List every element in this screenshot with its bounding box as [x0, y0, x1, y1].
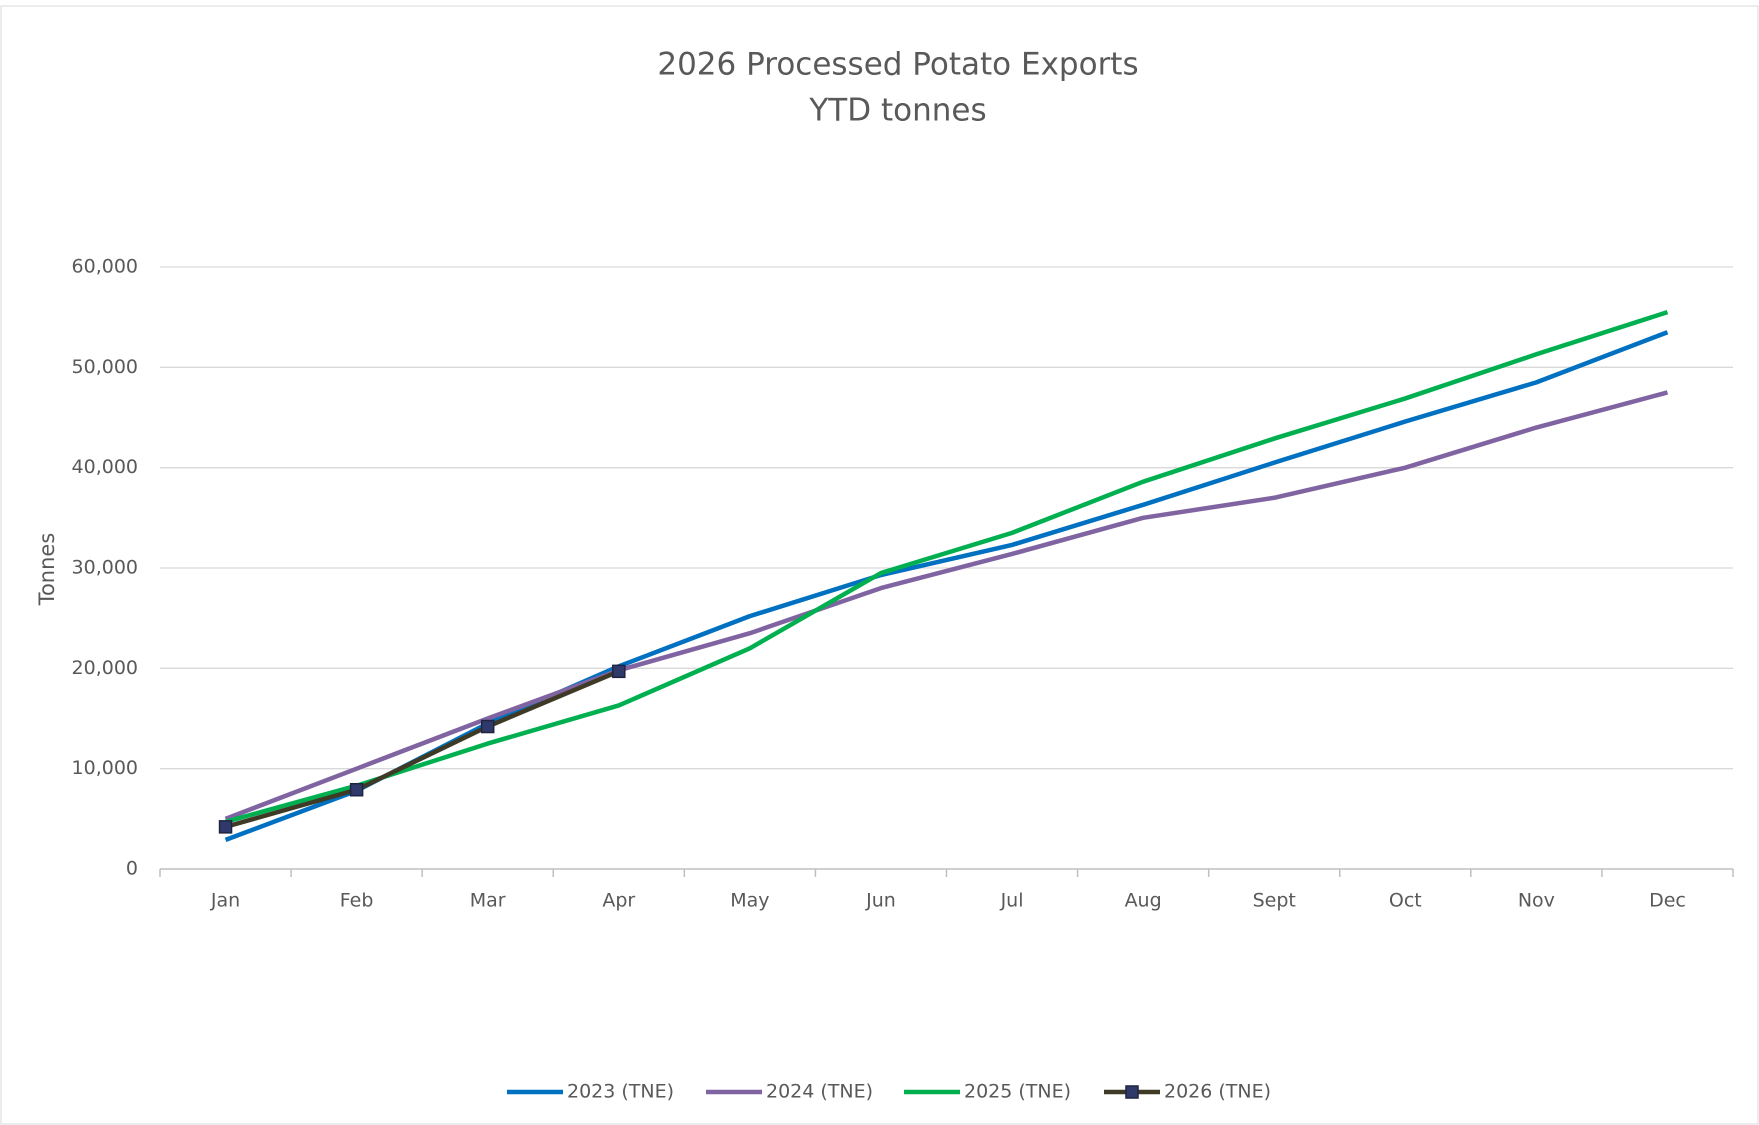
y-tick-label: 50,000	[72, 356, 138, 378]
x-tick-label: Jun	[865, 890, 896, 912]
x-tick-label: Apr	[602, 890, 635, 912]
x-tick-label: Dec	[1649, 890, 1686, 912]
series-line	[224, 310, 1669, 825]
x-tick-label: Aug	[1125, 890, 1162, 912]
y-tick-label: 10,000	[72, 757, 138, 779]
series-marker	[612, 664, 626, 679]
chart-title: 2026 Processed Potato Exports	[657, 47, 1138, 83]
legend-marker	[1125, 1085, 1139, 1099]
series-marker	[218, 820, 233, 834]
y-tick-label: 20,000	[72, 657, 138, 679]
chart-border	[0, 5, 1759, 1125]
chart-subtitle: YTD tonnes	[808, 93, 986, 129]
x-tick-label: Jan	[210, 890, 240, 912]
y-tick-label: 40,000	[72, 456, 138, 478]
x-tick-label: Feb	[340, 890, 374, 912]
series-line	[224, 390, 1669, 821]
legend-label: 2026 (TNE)	[1164, 1081, 1271, 1103]
x-tick-label: May	[730, 890, 769, 912]
x-tick-label: Oct	[1389, 890, 1422, 912]
legend-label: 2025 (TNE)	[964, 1081, 1071, 1103]
x-tick-label: Sept	[1253, 890, 1296, 912]
legend-label: 2023 (TNE)	[567, 1081, 674, 1103]
x-tick-label: Mar	[470, 890, 506, 912]
series-line	[224, 669, 620, 830]
y-axis-label: Tonnes	[35, 533, 59, 607]
x-tick-label: Jul	[1000, 890, 1024, 912]
y-tick-label: 30,000	[72, 557, 138, 579]
x-tick-label: Nov	[1518, 890, 1555, 912]
y-tick-label: 0	[126, 858, 138, 880]
y-tick-label: 60,000	[72, 256, 138, 278]
series-marker	[480, 719, 495, 734]
series-marker	[349, 782, 364, 797]
legend-label: 2024 (TNE)	[766, 1081, 873, 1103]
